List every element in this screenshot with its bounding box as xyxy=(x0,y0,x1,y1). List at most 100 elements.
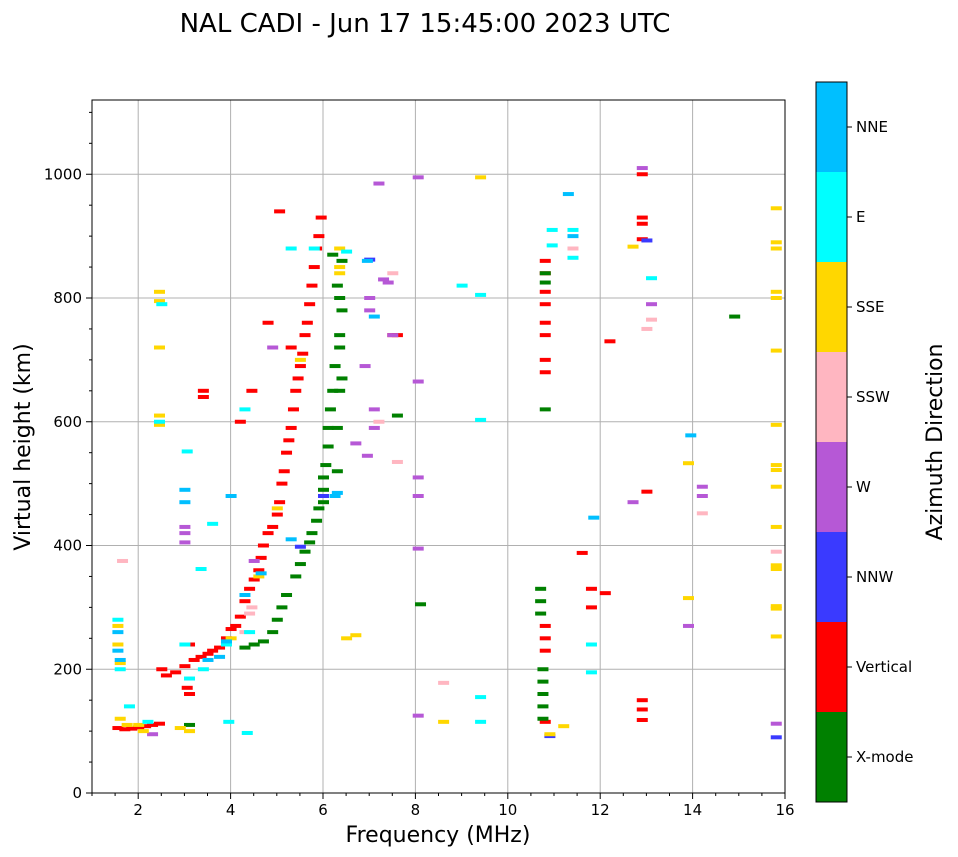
data-point-x-mode xyxy=(281,593,293,597)
x-tick-label: 12 xyxy=(591,801,610,819)
y-tick-label: 600 xyxy=(53,413,82,431)
y-tick-label: 800 xyxy=(53,289,82,307)
data-point-vertical xyxy=(636,221,648,226)
data-point-vertical xyxy=(294,364,306,369)
data-point-sse xyxy=(682,596,694,601)
data-point-w xyxy=(378,277,390,282)
colorbar-tick-label: W xyxy=(856,478,871,496)
data-point-vertical xyxy=(255,555,267,560)
data-point-ssw xyxy=(646,317,658,322)
data-point-w xyxy=(368,425,380,430)
data-point-sse xyxy=(153,413,165,418)
colorbar-label: Azimuth Direction xyxy=(923,343,948,540)
data-point-vertical xyxy=(248,577,260,582)
data-point-x-mode xyxy=(311,518,323,523)
data-point-e xyxy=(223,719,235,724)
data-point-x-mode xyxy=(336,376,348,381)
data-point-vertical xyxy=(539,357,551,362)
data-point-nne xyxy=(114,657,126,662)
data-point-e xyxy=(156,302,168,307)
data-point-w xyxy=(350,441,362,446)
data-point-vertical xyxy=(636,215,648,220)
data-point-vertical xyxy=(599,591,611,596)
data-point-x-mode xyxy=(334,345,346,350)
data-point-w xyxy=(364,308,376,313)
data-point-e xyxy=(244,630,256,635)
data-point-x-mode xyxy=(535,599,547,604)
data-point-w xyxy=(412,713,424,718)
data-point-x-mode xyxy=(336,258,348,263)
data-point-x-mode xyxy=(276,605,288,610)
data-point-w xyxy=(696,484,708,489)
data-point-x-mode xyxy=(537,679,549,684)
data-point-w xyxy=(696,494,708,498)
data-point-x-mode xyxy=(294,562,306,567)
data-point-vertical xyxy=(234,614,246,619)
data-point-vertical xyxy=(225,627,237,632)
data-point-vertical xyxy=(230,623,242,628)
data-point-e xyxy=(546,227,558,232)
data-point-e xyxy=(475,695,487,700)
data-point-nne xyxy=(225,494,237,498)
x-tick-label: 4 xyxy=(226,801,236,819)
data-point-w xyxy=(179,531,191,536)
data-point-sse xyxy=(682,461,694,466)
data-point-vertical xyxy=(160,673,172,678)
data-point-nne xyxy=(562,192,574,197)
data-point-vertical xyxy=(539,320,551,325)
data-point-sse xyxy=(770,567,782,572)
data-point-sse xyxy=(153,299,165,304)
data-point-ssw xyxy=(387,271,399,276)
data-point-nne xyxy=(202,657,214,662)
data-point-vertical xyxy=(156,667,168,672)
data-point-w xyxy=(373,181,385,186)
data-point-vertical xyxy=(539,370,551,375)
data-point-x-mode xyxy=(539,280,551,285)
data-point-sse xyxy=(770,296,782,300)
data-point-vertical xyxy=(299,333,311,338)
data-point-sse xyxy=(475,175,487,180)
data-point-sse xyxy=(770,289,782,294)
data-point-e xyxy=(241,730,253,735)
data-point-vertical xyxy=(253,568,265,573)
data-point-x-mode xyxy=(327,252,339,257)
colorbar-segment xyxy=(816,352,847,442)
data-point-vertical xyxy=(283,438,295,443)
data-point-ssw xyxy=(696,511,708,516)
data-point-vertical xyxy=(285,425,297,430)
data-point-vertical xyxy=(274,209,286,214)
data-point-sse xyxy=(350,633,362,638)
data-point-vertical xyxy=(604,339,616,344)
data-point-ssw xyxy=(246,605,258,610)
data-point-vertical xyxy=(297,351,309,356)
data-point-e xyxy=(475,719,487,724)
data-point-sse xyxy=(184,729,196,734)
data-point-e xyxy=(184,676,196,681)
data-point-x-mode xyxy=(415,602,427,607)
data-point-vertical xyxy=(278,469,290,474)
x-axis-label: Frequency (MHz) xyxy=(346,823,531,848)
data-point-nne xyxy=(112,630,124,635)
data-point-vertical xyxy=(153,721,165,726)
data-point-w xyxy=(412,494,424,498)
data-point-nnw xyxy=(318,494,329,498)
data-point-x-mode xyxy=(239,645,251,650)
data-point-e xyxy=(567,227,579,232)
y-tick-label: 200 xyxy=(53,660,82,678)
colorbar-tick-label: SSW xyxy=(856,388,890,406)
data-point-w xyxy=(627,500,639,505)
data-point-sse xyxy=(627,244,639,249)
data-point-e xyxy=(585,642,597,647)
data-point-vertical xyxy=(207,648,219,653)
colorbar-segment xyxy=(816,82,847,172)
data-point-vertical xyxy=(112,726,124,731)
data-point-w xyxy=(770,721,782,726)
data-point-vertical xyxy=(119,727,131,732)
data-point-vertical xyxy=(276,481,288,486)
data-point-vertical xyxy=(539,648,551,653)
colorbar-tick-label: NNE xyxy=(856,118,888,136)
data-point-nne xyxy=(112,648,124,653)
data-point-vertical xyxy=(140,724,152,729)
data-point-vertical xyxy=(214,645,226,650)
data-point-w xyxy=(368,407,380,412)
